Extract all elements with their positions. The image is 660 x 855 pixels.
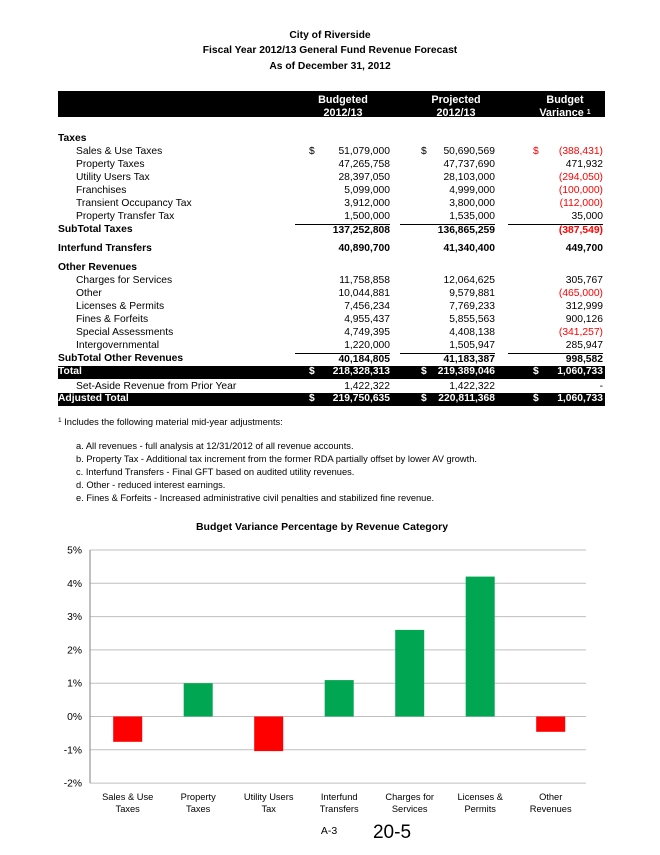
svg-text:Charges for: Charges for xyxy=(385,792,434,802)
svg-text:Transfers: Transfers xyxy=(320,804,359,814)
svg-text:Tax: Tax xyxy=(261,804,276,814)
svg-text:Licenses &: Licenses & xyxy=(457,792,503,802)
svg-text:-1%: -1% xyxy=(64,745,82,756)
svg-text:Other: Other xyxy=(539,792,562,802)
svg-text:Utility Users: Utility Users xyxy=(244,792,294,802)
svg-text:Taxes: Taxes xyxy=(186,804,211,814)
svg-text:Taxes: Taxes xyxy=(116,804,141,814)
svg-text:0%: 0% xyxy=(67,712,82,723)
svg-text:Revenues: Revenues xyxy=(530,804,572,814)
svg-text:2%: 2% xyxy=(67,645,82,656)
svg-text:Sales & Use: Sales & Use xyxy=(102,792,153,802)
svg-text:Interfund: Interfund xyxy=(321,792,358,802)
svg-text:Permits: Permits xyxy=(464,804,496,814)
svg-text:-2%: -2% xyxy=(64,779,82,790)
svg-text:1%: 1% xyxy=(67,679,82,690)
svg-text:Property: Property xyxy=(181,792,216,802)
svg-text:Services: Services xyxy=(392,804,428,814)
svg-text:5%: 5% xyxy=(67,546,82,557)
svg-text:4%: 4% xyxy=(67,579,82,590)
svg-text:3%: 3% xyxy=(67,612,82,623)
